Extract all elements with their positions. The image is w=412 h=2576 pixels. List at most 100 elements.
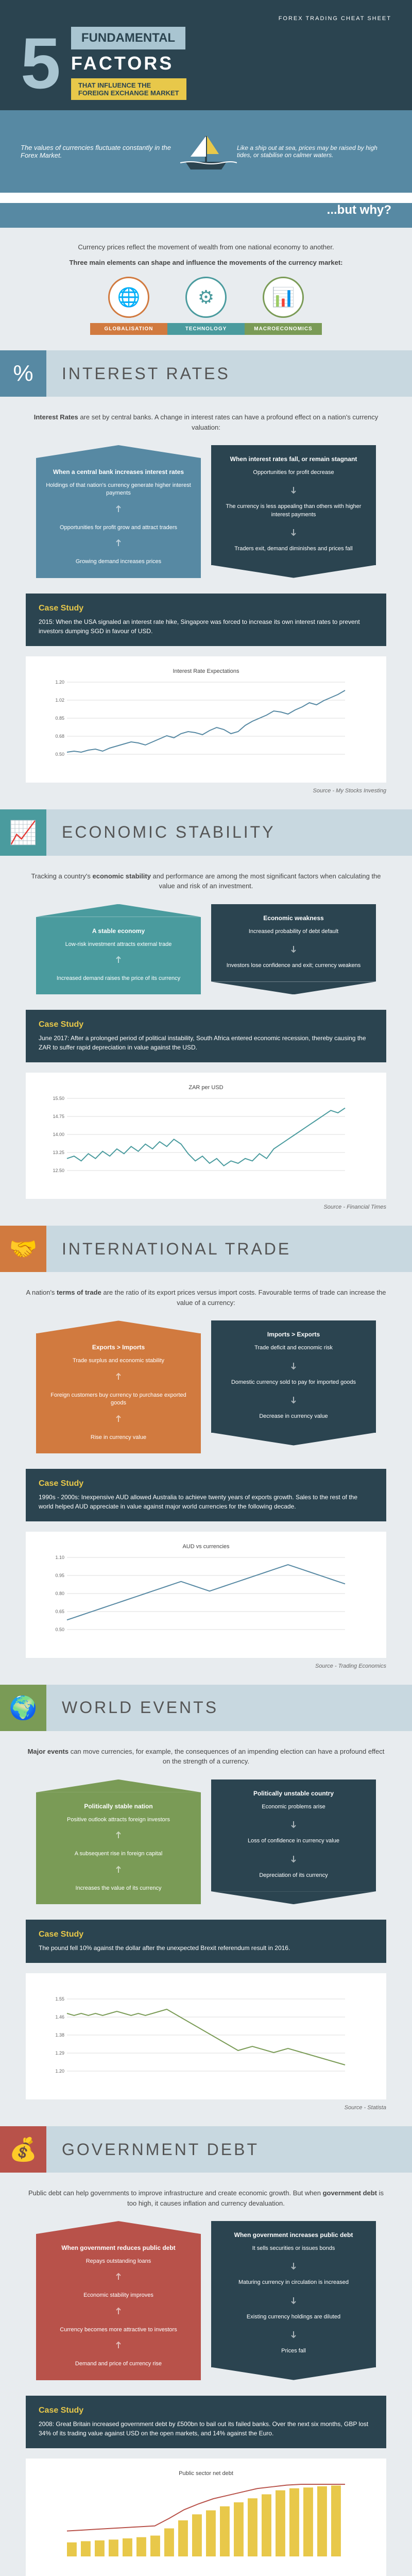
case-study-title: Case Study [39, 1930, 373, 1939]
arrow-title: A stable economy [44, 927, 193, 935]
section-title: ECONOMIC STABILITY [46, 809, 412, 856]
arrow-col-down: When interest rates fall, or remain stag… [211, 445, 376, 578]
arrow-shape: When government increases public debt It… [211, 2221, 376, 2367]
chart-source: Source - Statista [26, 2105, 386, 2111]
svg-text:1.55: 1.55 [55, 1996, 64, 2002]
arrow-sep-icon [288, 2260, 299, 2270]
fundamental-label: FUNDAMENTAL [71, 27, 185, 49]
arrow-item: Increases the value of its currency [44, 1885, 193, 1892]
arrow-sep-icon [288, 1818, 299, 1828]
cheat-sheet-label: FOREX TRADING CHEAT SHEET [21, 15, 391, 22]
chart-box: 12.5013.2514.0014.7515.50 ZAR per USD [26, 1073, 386, 1199]
arrow-shape: A stable economy Low-risk investment att… [36, 917, 201, 995]
arrow-item: Increased demand raises the price of its… [44, 975, 193, 982]
boat-left-text: The values of currencies fluctuate const… [21, 144, 175, 159]
pillar: ⚙ TECHNOLOGY [167, 277, 245, 335]
intro-bold: Three main elements can shape and influe… [31, 259, 381, 266]
boat-section: The values of currencies fluctuate const… [0, 110, 412, 193]
arrows-row: A stable economy Low-risk investment att… [26, 904, 386, 995]
svg-text:1.20: 1.20 [55, 680, 64, 685]
arrow-sep-icon [288, 526, 299, 536]
arrow-sep-icon [113, 1831, 124, 1841]
svg-text:14.75: 14.75 [53, 1114, 64, 1119]
svg-text:1.20: 1.20 [55, 2069, 64, 2074]
arrow-sep-icon [113, 505, 124, 515]
svg-text:0.65: 0.65 [55, 1609, 64, 1614]
section-icon: 🌍 [0, 1685, 46, 1731]
arrow-sep-icon [113, 2273, 124, 2283]
arrow-col-down: Imports > Exports Trade deficit and econ… [211, 1320, 376, 1453]
section-header-interest-rates: % INTEREST RATES [0, 350, 412, 397]
svg-text:Public sector net debt: Public sector net debt [179, 2470, 233, 2477]
pillar-icon: 📊 [263, 277, 304, 318]
arrow-item: Maturing currency in circulation is incr… [219, 2279, 368, 2286]
big-number-5: 5 [21, 35, 61, 92]
arrow-item: Opportunities for profit grow and attrac… [44, 524, 193, 532]
arrow-item: Loss of confidence in currency value [219, 1837, 368, 1845]
pillar: 📊 MACROECONOMICS [245, 277, 322, 335]
section-title: GOVERNMENT DEBT [46, 2126, 412, 2173]
header: FOREX TRADING CHEAT SHEET 5 FUNDAMENTAL … [0, 0, 412, 110]
arrow-col-up: When a central bank increases interest r… [36, 445, 201, 578]
arrow-item: Repays outstanding loans [44, 2258, 193, 2265]
arrow-sep-icon [113, 1372, 124, 1383]
case-study-title: Case Study [39, 2406, 373, 2415]
svg-text:0.95: 0.95 [55, 1573, 64, 1578]
arrow-sep-icon [288, 1853, 299, 1863]
section-body-economic-stability: Tracking a country's economic stability … [0, 856, 412, 1226]
svg-text:1.38: 1.38 [55, 2032, 64, 2038]
svg-text:13.25: 13.25 [53, 1150, 64, 1155]
svg-text:0.50: 0.50 [55, 1627, 64, 1632]
svg-text:0.85: 0.85 [55, 716, 64, 721]
arrow-sep-icon [288, 484, 299, 494]
boat-icon [175, 126, 237, 177]
boat-right-text: Like a ship out at sea, prices may be ra… [237, 144, 391, 159]
arrow-item: It sells securities or issues bonds [219, 2245, 368, 2252]
arrow-sep-icon [288, 2294, 299, 2304]
arrow-sep-icon [113, 2341, 124, 2351]
svg-text:1.02: 1.02 [55, 698, 64, 703]
arrow-shape: Politically unstable country Economic pr… [211, 1780, 376, 1891]
arrow-shape: When interest rates fall, or remain stag… [211, 445, 376, 565]
svg-text:Interest Rate Expectations: Interest Rate Expectations [173, 668, 239, 674]
arrow-item: Holdings of that nation's currency gener… [44, 482, 193, 498]
arrow-title: Politically unstable country [219, 1790, 368, 1797]
case-study-title: Case Study [39, 1020, 373, 1029]
section-intro: A nation's terms of trade are the ratio … [26, 1287, 386, 1308]
arrow-title: When a central bank increases interest r… [44, 468, 193, 476]
chart-source: Source - Financial Times [26, 1204, 386, 1210]
arrow-title: Imports > Exports [219, 1331, 368, 1338]
arrow-item: Economic stability improves [44, 2292, 193, 2299]
arrow-sep-icon [113, 1415, 124, 1425]
chart-source: Source - Trading Economics [26, 1663, 386, 1669]
section-icon: 📈 [0, 809, 46, 856]
arrow-sep-icon [113, 956, 124, 966]
arrow-title: When government reduces public debt [44, 2244, 193, 2251]
arrow-sep-icon [113, 1866, 124, 1876]
arrow-item: Investors lose confidence and exit; curr… [219, 962, 368, 970]
arrow-item: Existing currency holdings are diluted [219, 2313, 368, 2321]
chart-svg: Public sector net debt [36, 2469, 376, 2572]
arrow-item: The currency is less appealing than othe… [219, 503, 368, 519]
arrow-sep-icon [288, 1394, 299, 1404]
pillar: 🌐 GLOBALISATION [90, 277, 167, 335]
chart-svg: 1.201.291.381.461.55 [36, 1984, 376, 2087]
svg-text:AUD vs currencies: AUD vs currencies [182, 1544, 230, 1550]
section-intro: Tracking a country's economic stability … [26, 871, 386, 891]
arrow-shape: Politically stable nation Positive outlo… [36, 1792, 201, 1904]
section-body-government-debt: Public debt can help governments to impr… [0, 2173, 412, 2576]
arrow-item: Foreign customers buy currency to purcha… [44, 1392, 193, 1408]
section-icon: 💰 [0, 2126, 46, 2173]
case-study-title: Case Study [39, 1479, 373, 1488]
chart-svg: 0.500.680.851.021.20 Interest Rate Expec… [36, 667, 376, 770]
chart-svg: 0.500.650.800.951.10 AUD vs currencies [36, 1542, 376, 1645]
arrow-col-up: Exports > Imports Trade surplus and econ… [36, 1320, 201, 1453]
arrow-title: When government increases public debt [219, 2231, 368, 2239]
arrow-col-down: Economic weakness Increased probability … [211, 904, 376, 995]
arrow-item: Decrease in currency value [219, 1413, 368, 1420]
chart-box: 0.500.680.851.021.20 Interest Rate Expec… [26, 656, 386, 783]
arrow-item: Depreciation of its currency [219, 1872, 368, 1879]
arrows-row: Politically stable nation Positive outlo… [26, 1780, 386, 1904]
case-study: Case Study 2008: Great Britain increased… [26, 2396, 386, 2448]
arrow-title: Exports > Imports [44, 1344, 193, 1351]
